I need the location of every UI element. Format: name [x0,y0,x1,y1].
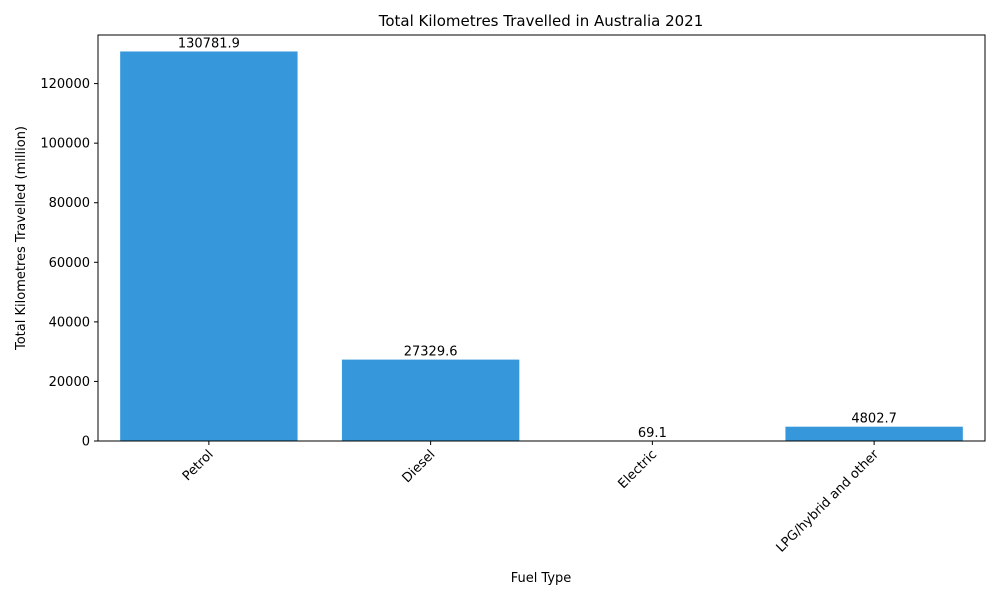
data-label-1: 27329.6 [404,345,458,360]
x-axis: Petrol Diesel Electric LPG/hybrid and other [180,441,883,556]
y-tick-label-6: 120000 [40,77,90,92]
bar-0 [120,51,297,441]
y-axis-label: Total Kilometres Travelled (million) [14,126,29,351]
y-tick-label-2: 40000 [49,315,90,330]
x-tick-label-3: LPG/hybrid and other [774,447,883,556]
bar-1 [342,360,519,441]
chart-title: Total Kilometres Travelled in Australia … [378,12,704,30]
y-tick-label-3: 60000 [49,256,90,271]
x-tick-label-2: Electric [616,447,661,492]
data-label-2: 69.1 [638,426,667,441]
x-tick-label-1: Diesel [400,447,439,486]
bars-layer [120,51,963,441]
y-tick-label-4: 80000 [49,196,90,211]
data-label-3: 4802.7 [851,412,897,427]
data-label-0: 130781.9 [178,36,240,51]
x-tick-label-0: Petrol [180,447,217,484]
y-tick-label-5: 100000 [40,137,90,152]
y-tick-label-0: 0 [82,435,90,450]
y-axis: 0 20000 40000 60000 80000 100000 120000 [40,77,98,449]
y-tick-label-1: 20000 [49,375,90,390]
x-axis-label: Fuel Type [511,571,572,586]
bar-3 [785,427,962,441]
